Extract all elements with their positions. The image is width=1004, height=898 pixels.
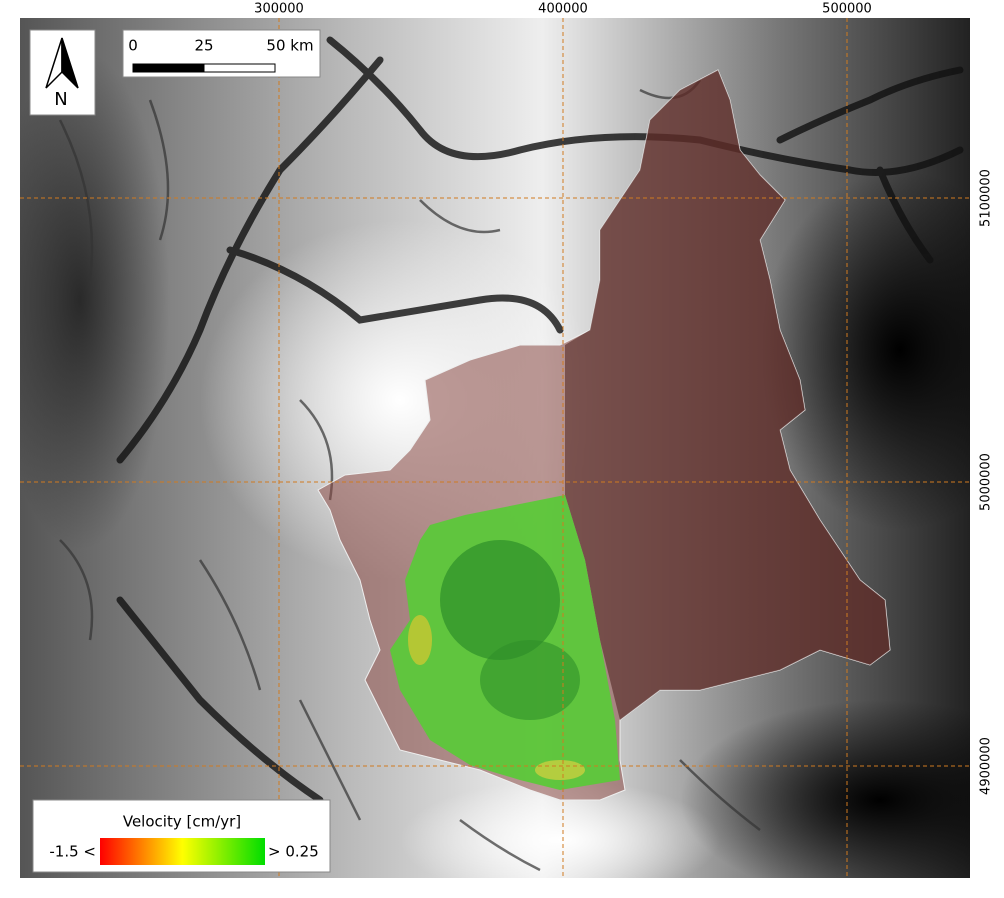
- legend: Velocity [cm/yr] -1.5 < > 0.25: [32, 799, 331, 873]
- y-grid-label: 4900000: [979, 737, 994, 795]
- scale-label: 25: [194, 37, 213, 55]
- x-grid-label: 500000: [822, 2, 872, 17]
- legend-min: -1.5 <: [49, 843, 96, 861]
- y-grid-label: 5100000: [979, 169, 994, 227]
- y-grid-label: 5000000: [979, 453, 994, 511]
- scale-label: 50 km: [266, 37, 313, 55]
- scale-label: 0: [128, 37, 138, 55]
- terrain: [20, 18, 970, 878]
- x-grid-label: 400000: [538, 2, 588, 17]
- legend-max: > 0.25: [268, 843, 319, 861]
- scale-bar: 0 25 50 km: [122, 29, 321, 78]
- region-dark: [565, 70, 890, 720]
- legend-ramp: [100, 838, 265, 865]
- x-grid-label: 300000: [254, 2, 304, 17]
- north-arrow: N: [29, 29, 96, 116]
- north-label: N: [54, 89, 67, 110]
- legend-title: Velocity [cm/yr]: [123, 813, 241, 831]
